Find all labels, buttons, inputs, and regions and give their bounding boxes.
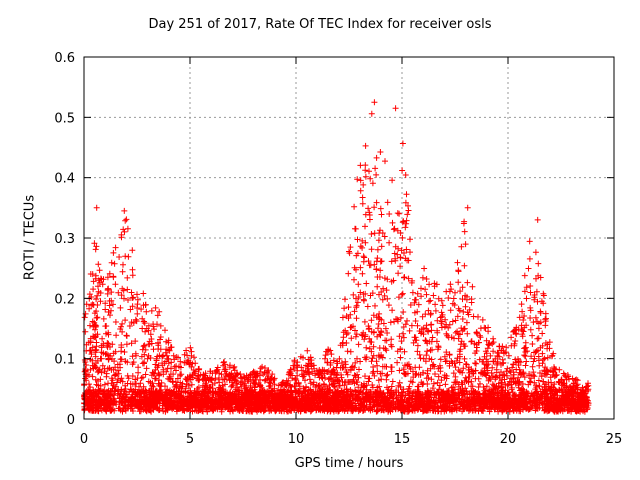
grid-lines xyxy=(84,57,614,419)
chart-title: Day 251 of 2017, Rate Of TEC Index for r… xyxy=(148,17,492,32)
axis-ticks: 0 0.1 0.2 0.3 0.4 0.5 0.6 0 5 10 15 20 25 xyxy=(54,51,622,447)
y-tick-label: 0.3 xyxy=(54,232,75,247)
x-tick-label: 25 xyxy=(606,432,623,447)
x-tick-label: 0 xyxy=(80,432,88,447)
y-tick-label: 0.2 xyxy=(54,292,75,307)
x-tick-label: 10 xyxy=(288,432,305,447)
y-tick-label: 0 xyxy=(67,413,75,428)
y-tick-label: 0.6 xyxy=(54,51,75,66)
x-tick-label: 5 xyxy=(186,432,194,447)
y-tick-label: 0.5 xyxy=(54,111,75,126)
x-axis-label: GPS time / hours xyxy=(294,456,404,471)
roti-markers xyxy=(81,99,592,415)
data-points xyxy=(81,99,592,415)
x-tick-label: 20 xyxy=(500,432,517,447)
y-tick-label: 0.4 xyxy=(54,172,75,187)
y-axis-label: ROTI / TECUs xyxy=(22,194,38,281)
x-tick-label: 15 xyxy=(394,432,411,447)
y-tick-label: 0.1 xyxy=(54,353,75,368)
